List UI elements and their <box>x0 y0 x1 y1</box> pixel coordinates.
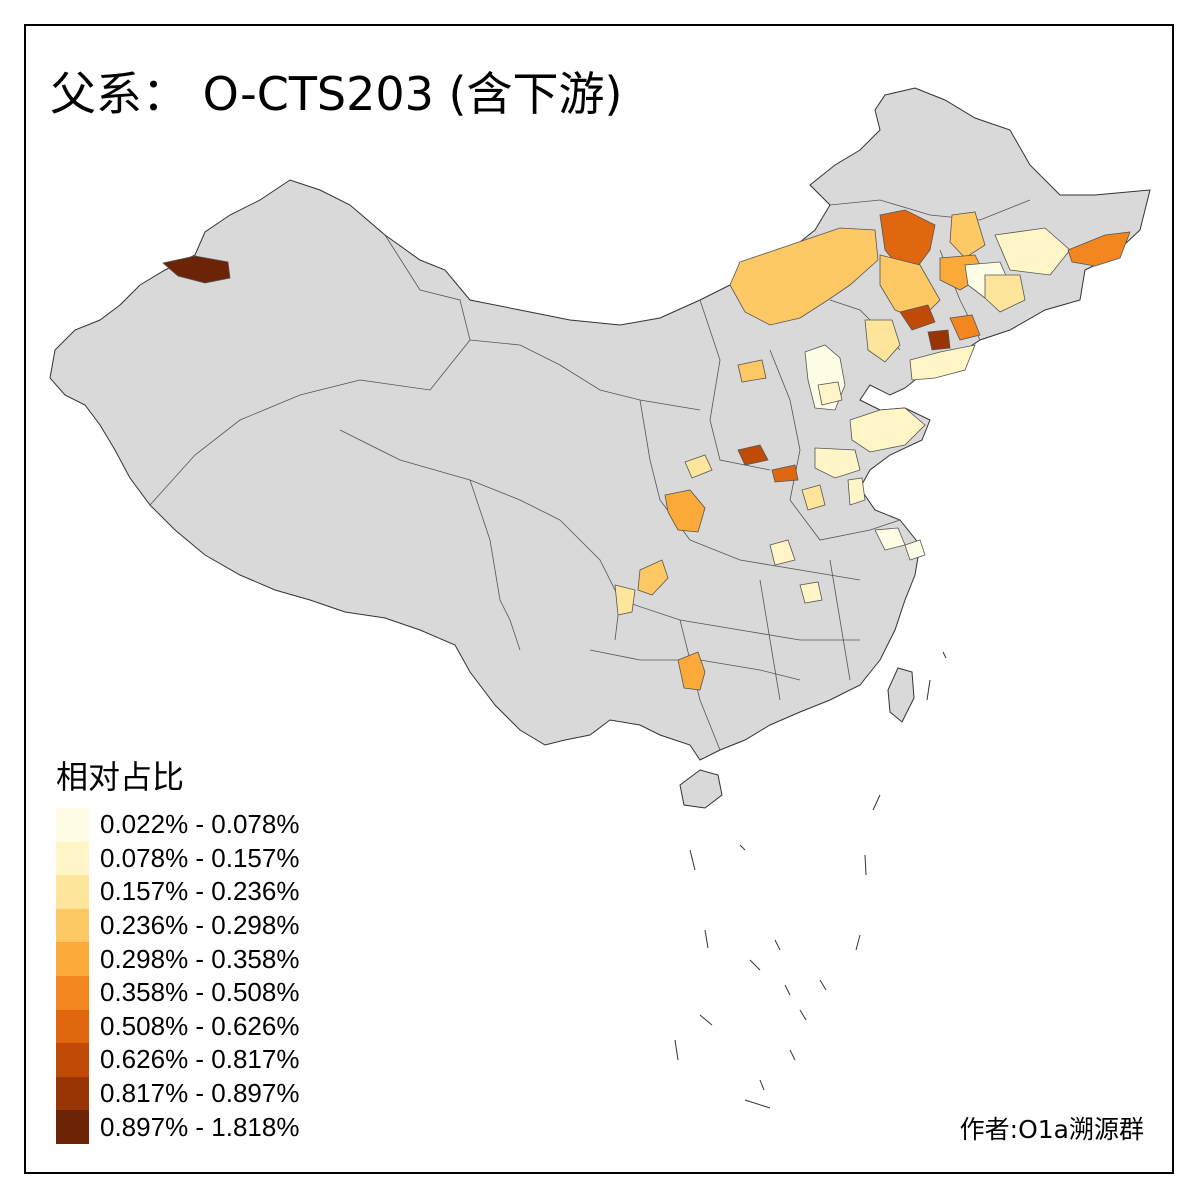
map-title: 父系： O-CTS203 (含下游) <box>50 67 623 121</box>
taiwan-island <box>887 667 915 723</box>
author-credit: 作者:O1a溯源群 <box>959 1115 1144 1144</box>
legend-item: 0.508% - 0.626% <box>56 1009 300 1044</box>
hainan-island <box>679 769 723 809</box>
region-hulunbuir-east <box>879 209 936 271</box>
region-heihe <box>949 211 986 259</box>
legend-label: 0.626% - 0.817% <box>100 1044 300 1075</box>
region-yuncheng <box>771 464 799 483</box>
region-hulunbuir <box>729 227 879 326</box>
legend-label: 0.897% - 1.818% <box>100 1111 300 1142</box>
region-shanghai <box>904 539 926 561</box>
region-shandong <box>849 407 926 453</box>
legend-label: 0.236% - 0.298% <box>100 910 300 941</box>
legend-title: 相对占比 <box>56 758 185 796</box>
region-hanzhong <box>664 489 706 533</box>
region-dalian <box>909 344 976 381</box>
region-chifeng <box>864 319 901 363</box>
region-zhengzhou <box>801 484 826 511</box>
legend-label: 0.298% - 0.358% <box>100 943 300 974</box>
region-siping <box>949 314 981 341</box>
legend-swatch <box>56 942 89 976</box>
region-shuangyashan <box>1067 231 1131 267</box>
legend-swatch <box>56 875 89 909</box>
region-guiyang <box>677 651 706 691</box>
legend-item: 0.078% - 0.157% <box>56 841 300 876</box>
region-xiangyang <box>769 539 796 566</box>
south-china-sea-islands <box>674 651 947 1109</box>
region-yulin <box>684 454 713 479</box>
legend-swatch <box>56 1043 89 1077</box>
legend-item: 0.358% - 0.508% <box>56 975 300 1010</box>
legend-swatch <box>56 1076 89 1111</box>
region-dazhou <box>637 559 669 596</box>
legend-label: 0.157% - 0.236% <box>100 876 300 907</box>
legend-label: 0.022% - 0.078% <box>100 809 300 840</box>
legend-swatch <box>56 975 89 1010</box>
legend-swatch <box>56 841 89 876</box>
legend-swatch <box>56 1009 89 1044</box>
region-wuhan <box>799 581 823 604</box>
legend-label: 0.817% - 0.897% <box>100 1078 300 1109</box>
legend-item: 0.236% - 0.298% <box>56 908 300 943</box>
legend: 相对占比 0.022% - 0.078% 0.078% - 0.157% 0.157… <box>56 752 299 1144</box>
legend-item: 0.626% - 0.817% <box>56 1043 299 1077</box>
region-changchun <box>984 274 1026 313</box>
legend-swatch <box>56 1110 89 1144</box>
legend-item: 0.817% - 0.897% <box>56 1076 300 1111</box>
region-hohhot <box>737 359 767 383</box>
china-mainland <box>49 87 1151 761</box>
legend-swatch <box>56 908 89 943</box>
region-taiyuan <box>737 444 769 466</box>
legend-label: 0.508% - 0.626% <box>100 1010 300 1041</box>
legend-label: 0.358% - 0.508% <box>100 977 300 1008</box>
legend-item: 0.157% - 0.236% <box>56 875 299 909</box>
region-xinjiang-bortala <box>162 255 231 284</box>
region-shenyang <box>927 329 951 351</box>
region-hebei-south <box>817 381 843 406</box>
legend-swatch <box>56 808 89 842</box>
legend-item: 0.897% - 1.818% <box>56 1110 299 1144</box>
legend-item: 0.298% - 0.358% <box>56 942 299 976</box>
legend-label: 0.078% - 0.157% <box>100 842 300 873</box>
region-henan-north <box>814 447 861 479</box>
region-tongliao <box>899 304 936 331</box>
region-chengdu <box>614 584 636 616</box>
highlighted-regions <box>162 209 1131 691</box>
legend-rows: 0.022% - 0.078% 0.078% - 0.157% 0.157% - 0… <box>56 808 299 1144</box>
region-jiamusi <box>994 227 1071 276</box>
province-borders <box>149 199 1031 751</box>
region-xuzhou <box>847 477 866 506</box>
legend-item: 0.022% - 0.078% <box>56 808 299 842</box>
